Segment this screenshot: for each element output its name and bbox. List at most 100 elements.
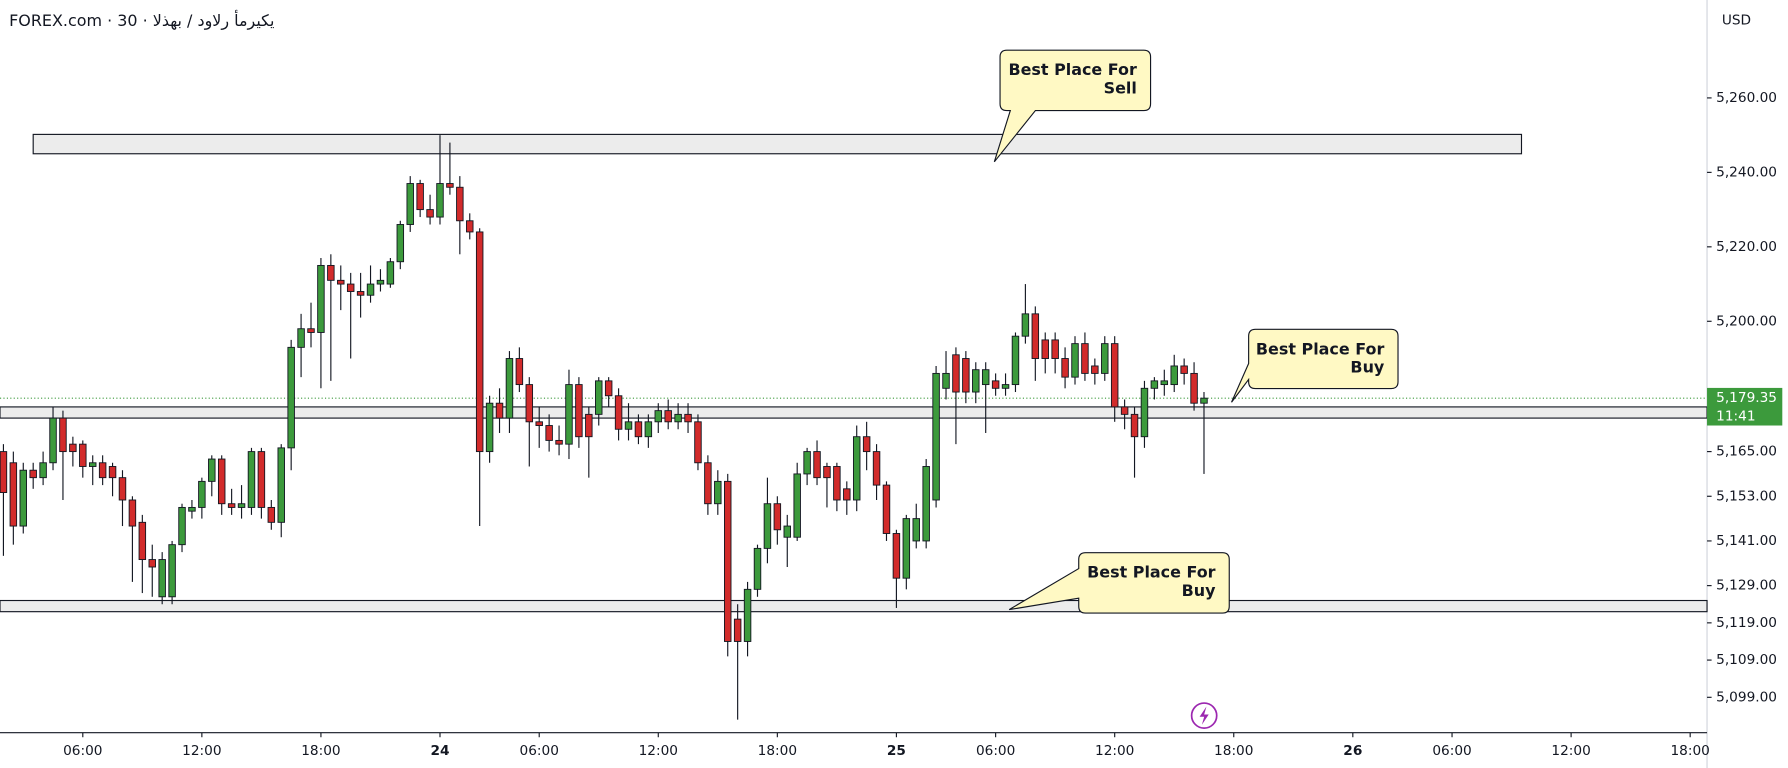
icon-bolt[interactable] <box>1199 706 1209 725</box>
replay-icon[interactable] <box>1190 702 1218 729</box>
x-tick-label: 12:00 <box>1551 743 1590 759</box>
callout-text: Best Place For <box>1087 563 1216 582</box>
candle-body <box>763 503 772 549</box>
candle-body <box>704 462 712 505</box>
candle-body <box>932 372 940 501</box>
x-tick-label: 12:00 <box>182 743 221 759</box>
candle-body <box>208 458 216 482</box>
candle-body <box>267 506 276 523</box>
callout-text: Buy <box>1182 581 1217 600</box>
candle-body <box>39 462 47 479</box>
candle-body <box>793 473 801 538</box>
x-tick-label: 12:00 <box>639 743 678 759</box>
candle-body <box>456 186 464 222</box>
candle-body <box>495 402 504 419</box>
x-tick-label: 06:00 <box>1432 743 1471 759</box>
x-tick-label: 12:00 <box>1095 743 1134 759</box>
candle-body <box>604 380 613 397</box>
candle-body <box>972 369 980 393</box>
candle-body <box>148 559 156 568</box>
candle-body <box>773 503 782 531</box>
x-tick-label: 06:00 <box>63 743 102 759</box>
candle-body <box>614 395 623 430</box>
candle-body <box>852 436 861 501</box>
callout-text: Best Place For <box>1008 60 1137 79</box>
candle-body <box>1150 380 1159 389</box>
candle-body <box>327 264 335 281</box>
candle-body <box>217 458 226 505</box>
candle-body <box>118 477 127 501</box>
candle-body <box>178 506 186 546</box>
candle-body <box>108 466 117 479</box>
x-tick-label: 18:00 <box>758 743 797 759</box>
candle-body <box>525 384 534 423</box>
candle-body <box>991 380 1000 389</box>
candle-body <box>1101 343 1109 374</box>
y-tick-label: 5,119.00 <box>1716 615 1777 631</box>
candle-body <box>724 480 732 642</box>
candle-body <box>9 462 18 527</box>
candle-body <box>198 480 206 508</box>
y-tick-label: 5,129.00 <box>1716 578 1777 594</box>
y-tick-label: 5,109.00 <box>1716 652 1777 668</box>
x-tick-label: 06:00 <box>520 743 559 759</box>
y-tick-label: 5,165.00 <box>1716 444 1777 460</box>
y-tick-label: 5,200.00 <box>1716 313 1777 329</box>
candle-body <box>962 358 970 393</box>
candle-body <box>29 469 37 479</box>
candle-body <box>1190 372 1198 404</box>
candle-body <box>942 372 950 389</box>
candle-body <box>714 480 722 505</box>
chart-title: FOREX.com · 30 · يكيرمأ رلاود / بهذلا <box>9 10 274 31</box>
candle-body <box>257 451 266 508</box>
candle-body <box>317 264 325 333</box>
candle-body <box>1081 343 1089 374</box>
y-tick-label: 5,260.00 <box>1716 90 1777 106</box>
candle-body <box>981 369 990 386</box>
candle-body <box>783 525 791 538</box>
x-tick-label: 06:00 <box>976 743 1015 759</box>
icon-circle[interactable] <box>1190 702 1218 729</box>
candle-body <box>743 588 752 642</box>
candle-body <box>168 544 176 598</box>
candle-body <box>1130 413 1139 438</box>
y-tick-label: 5,099.00 <box>1716 689 1777 705</box>
candle-body <box>346 283 355 292</box>
callout-bubble <box>1231 328 1399 403</box>
x-tick-label: 18:00 <box>301 743 340 759</box>
candle-body <box>426 209 434 218</box>
candle-body <box>277 447 285 523</box>
candle-body <box>1120 406 1129 415</box>
candle-body <box>823 466 831 479</box>
candle-body <box>416 183 424 211</box>
y-tick-label: 5,141.00 <box>1716 533 1777 549</box>
candle-body <box>79 443 87 467</box>
candle-body <box>664 410 672 423</box>
zone <box>0 599 1708 613</box>
candle-body <box>287 346 295 449</box>
candle-body <box>69 443 77 453</box>
callout-bubble <box>993 49 1152 163</box>
last-price-box <box>1707 387 1783 426</box>
zone <box>32 133 1523 155</box>
candle-body <box>1061 358 1069 378</box>
candle-body <box>366 283 375 296</box>
candle-body <box>337 279 345 285</box>
candle-body <box>555 439 563 445</box>
candle-body <box>565 384 573 445</box>
y-tick-label: 5,153.00 <box>1716 488 1777 504</box>
candle-body <box>833 466 841 501</box>
candle-body <box>674 413 682 423</box>
candle-body <box>356 291 365 296</box>
candle-body <box>902 518 911 579</box>
candle-body <box>624 421 633 430</box>
candle-body <box>227 503 236 508</box>
last-price-label: 5,179.35 <box>1716 390 1777 406</box>
candle-body <box>49 417 57 464</box>
candle-body <box>88 462 97 467</box>
candle-body <box>1110 343 1119 408</box>
candle-body <box>952 354 960 393</box>
